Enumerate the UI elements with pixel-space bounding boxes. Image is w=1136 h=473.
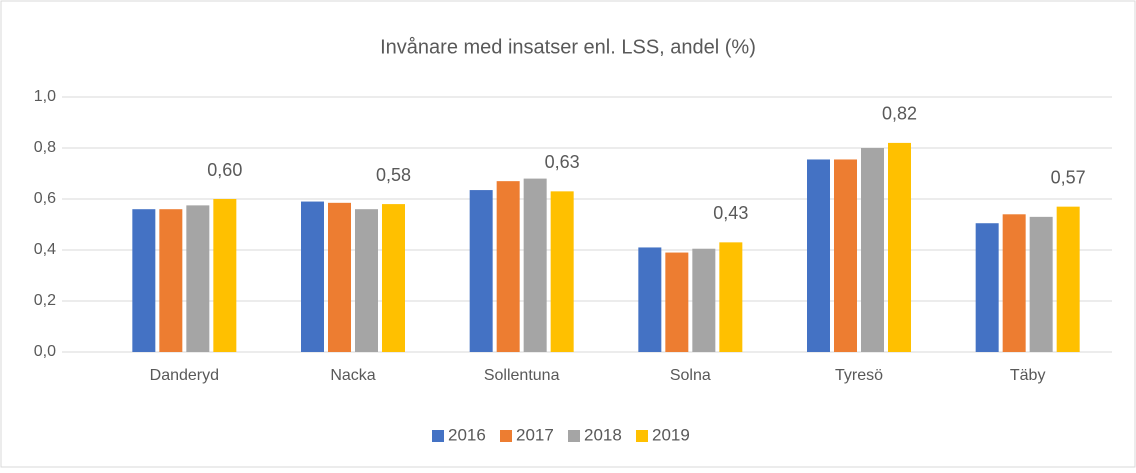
x-tick-label: Sollentuna: [484, 367, 560, 384]
bar: [834, 159, 857, 352]
x-tick-label: Nacka: [330, 367, 375, 384]
bar: [523, 178, 547, 352]
y-tick-label: 0,4: [34, 241, 56, 258]
bar: [213, 199, 237, 352]
legend-label: 2019: [652, 425, 690, 444]
legend-swatch: [568, 430, 580, 442]
x-tick-label: Danderyd: [150, 367, 219, 384]
bar: [861, 148, 884, 352]
y-tick-label: 1,0: [34, 88, 56, 105]
data-label: 0,82: [882, 104, 917, 124]
bar: [355, 209, 378, 352]
data-label: 0,57: [1051, 167, 1086, 187]
bar: [975, 223, 999, 352]
bar: [496, 181, 520, 352]
bar: [638, 247, 662, 352]
y-tick-label: 0,0: [34, 343, 56, 360]
data-label: 0,43: [713, 203, 748, 223]
bar: [719, 242, 743, 352]
data-label: 0,63: [545, 152, 580, 172]
data-label: 0,60: [207, 160, 242, 180]
y-tick-label: 0,2: [34, 292, 56, 309]
legend-swatch: [636, 430, 648, 442]
bar: [550, 191, 574, 352]
x-tick-label: Solna: [670, 367, 711, 384]
bar: [301, 201, 324, 352]
y-tick-label: 0,6: [34, 190, 56, 207]
bar: [328, 202, 351, 352]
x-tick-label: Tyresö: [835, 367, 883, 384]
chart-title: Invånare med insatser enl. LSS, andel (%…: [380, 36, 756, 58]
bar: [1002, 214, 1026, 352]
x-tick-label: Täby: [1010, 367, 1046, 384]
bar: [888, 142, 911, 352]
legend-swatch: [432, 430, 444, 442]
bar: [807, 159, 830, 352]
bar: [159, 209, 183, 352]
bar: [382, 204, 405, 352]
legend-swatch: [500, 430, 512, 442]
bar: [692, 248, 716, 352]
bar: [1056, 206, 1080, 352]
bar: [1029, 216, 1053, 352]
legend-label: 2018: [584, 425, 622, 444]
data-label: 0,58: [376, 165, 411, 185]
bar: [186, 205, 210, 352]
bar: [469, 190, 493, 352]
legend-label: 2016: [448, 425, 486, 444]
bar: [132, 209, 156, 352]
bar: [665, 252, 689, 352]
legend-label: 2017: [516, 425, 554, 444]
y-tick-label: 0,8: [34, 139, 56, 156]
